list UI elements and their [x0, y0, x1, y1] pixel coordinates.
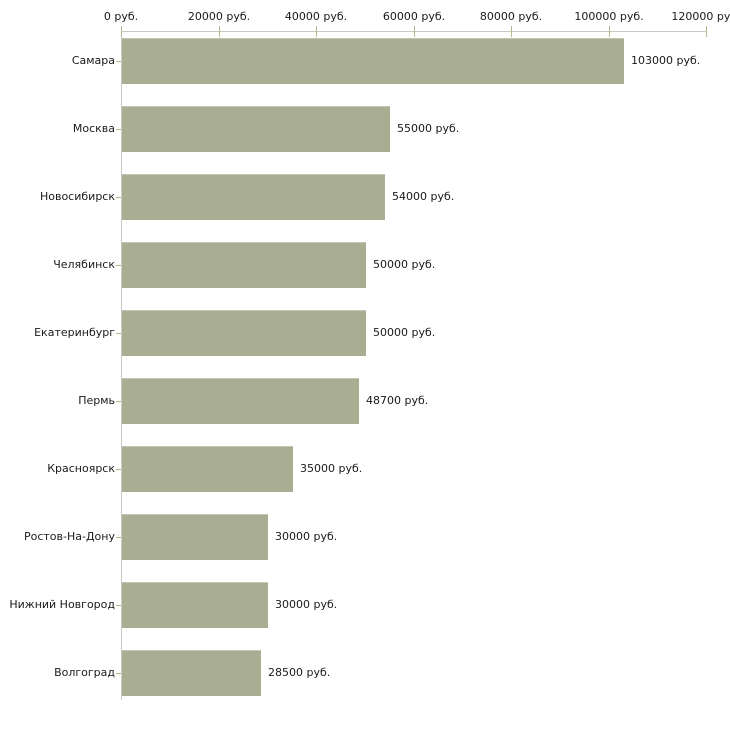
x-axis-tick-mark [706, 26, 707, 37]
bar [122, 106, 390, 152]
bar [122, 650, 261, 696]
category-label: Красноярск [47, 462, 115, 475]
x-axis-tick-mark [219, 26, 220, 37]
category-tick-mark [116, 333, 121, 334]
value-label: 54000 руб. [392, 190, 455, 203]
x-axis-tick-mark [121, 26, 122, 37]
bar [122, 310, 366, 356]
value-label: 30000 руб. [275, 598, 338, 611]
bar [122, 446, 293, 492]
category-label: Москва [72, 122, 115, 135]
x-axis-tick-label: 20000 руб. [187, 10, 251, 23]
category-label: Новосибирск [39, 190, 115, 203]
bar [122, 38, 624, 84]
category-tick-mark [116, 401, 121, 402]
category-tick-mark [116, 469, 121, 470]
category-tick-mark [116, 673, 121, 674]
x-axis-tick-label: 80000 руб. [479, 10, 543, 23]
category-tick-mark [116, 197, 121, 198]
category-label: Волгоград [54, 666, 115, 679]
bar [122, 242, 366, 288]
category-tick-mark [116, 605, 121, 606]
bar [122, 514, 268, 560]
x-axis-tick-mark [316, 26, 317, 37]
x-axis-tick-label: 60000 руб. [382, 10, 446, 23]
category-label: Самара [71, 54, 115, 67]
y-axis-line [121, 31, 122, 700]
x-axis-tick-label: 120000 руб. [671, 10, 730, 23]
x-axis-tick-mark [609, 26, 610, 37]
category-tick-mark [116, 537, 121, 538]
category-tick-mark [116, 61, 121, 62]
category-tick-mark [116, 129, 121, 130]
category-label: Нижний Новгород [9, 598, 115, 611]
x-axis-tick-mark [414, 26, 415, 37]
value-label: 48700 руб. [366, 394, 429, 407]
x-axis-tick-label: 40000 руб. [284, 10, 348, 23]
value-label: 35000 руб. [300, 462, 363, 475]
x-axis-tick-label: 0 руб. [103, 10, 139, 23]
value-label: 50000 руб. [373, 258, 436, 271]
value-label: 30000 руб. [275, 530, 338, 543]
category-label: Екатеринбург [34, 326, 115, 339]
bar [122, 378, 359, 424]
value-label: 55000 руб. [397, 122, 460, 135]
x-axis-tick-mark [511, 26, 512, 37]
category-label: Ростов-На-Дону [23, 530, 115, 543]
x-axis-tick-label: 100000 руб. [574, 10, 644, 23]
category-tick-mark [116, 265, 121, 266]
bar [122, 582, 268, 628]
value-label: 50000 руб. [373, 326, 436, 339]
category-label: Челябинск [53, 258, 115, 271]
value-label: 103000 руб. [631, 54, 701, 67]
category-label: Пермь [78, 394, 115, 407]
value-label: 28500 руб. [268, 666, 331, 679]
bar [122, 174, 385, 220]
